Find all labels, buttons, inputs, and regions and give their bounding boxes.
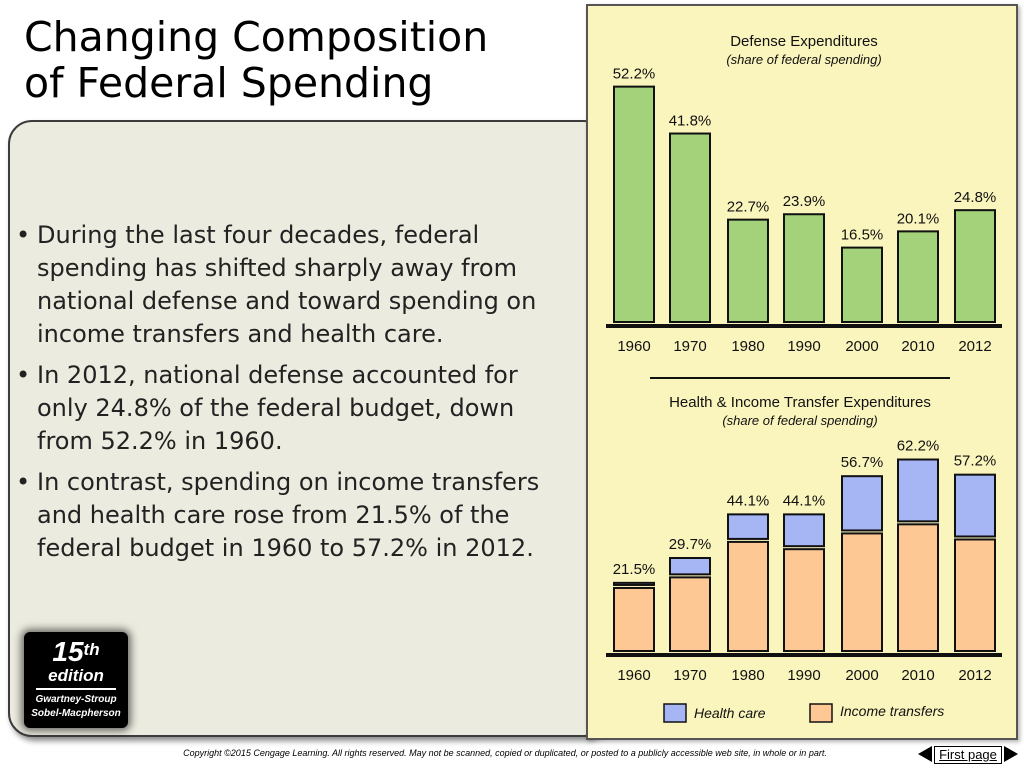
defense-value-label: 16.5%	[841, 227, 884, 244]
legend-label-income-transfers: Income transfers	[840, 703, 944, 719]
edition-authors: Gwartney-Stroup Sobel-Macpherson	[24, 693, 128, 721]
slide-title-line-2: of Federal Spending	[24, 59, 434, 107]
defense-x-tick-label: 2012	[958, 338, 991, 355]
legend-label-health-care: Health care	[694, 705, 766, 721]
income-transfers-bar	[841, 532, 883, 653]
transfer-total-label: 21.5%	[613, 561, 656, 578]
transfer-total-label: 56.7%	[841, 454, 884, 471]
defense-bar	[783, 213, 825, 323]
health-care-bar	[613, 581, 655, 586]
health-care-bar	[783, 513, 825, 548]
edition-number-value: 15	[52, 636, 84, 667]
edition-badge: 15th edition Gwartney-Stroup Sobel-Macph…	[24, 632, 128, 728]
transfer-total-label: 57.2%	[954, 453, 997, 470]
defense-bar	[613, 85, 655, 323]
income-transfers-bar	[669, 576, 711, 653]
defense-bar	[897, 230, 939, 324]
health-care-bar	[954, 473, 996, 538]
triangle-right-icon[interactable]	[1004, 746, 1018, 762]
legend-swatch-income-transfers	[809, 703, 833, 723]
legend-swatch-health-care	[663, 703, 687, 723]
bullet-item: During the last four decades, federal sp…	[16, 219, 576, 351]
defense-x-tick-label: 1970	[673, 338, 706, 355]
first-page-link[interactable]: First page	[934, 746, 1002, 764]
income-transfers-bar	[783, 548, 825, 653]
defense-value-label: 20.1%	[897, 210, 940, 227]
transfer-x-tick-label: 2000	[845, 667, 878, 684]
transfer-x-tick-label: 2010	[901, 667, 934, 684]
defense-x-tick-label: 1990	[787, 338, 820, 355]
slide-title-line-1: Changing Composition	[24, 13, 489, 61]
edition-word: edition	[48, 666, 104, 685]
defense-bar	[841, 246, 883, 324]
chart-panel: Defense Expenditures (share of federal sp…	[586, 4, 1018, 740]
health-care-bar	[897, 458, 939, 523]
defense-bar	[954, 209, 996, 323]
transfer-x-tick-label: 1970	[673, 667, 706, 684]
defense-bar	[669, 132, 711, 323]
transfer-total-label: 62.2%	[897, 438, 940, 455]
income-transfers-bar	[613, 586, 655, 653]
edition-divider	[36, 688, 116, 690]
health-care-bar	[669, 557, 711, 576]
income-transfers-bar	[727, 540, 769, 653]
defense-x-tick-label: 2000	[845, 338, 878, 355]
defense-value-label: 52.2%	[613, 66, 656, 83]
transfer-chart-title: Health & Income Transfer Expenditures	[669, 394, 931, 411]
income-transfers-bar	[954, 538, 996, 653]
defense-value-label: 23.9%	[783, 193, 826, 210]
defense-chart-subtitle: (share of federal spending)	[726, 52, 881, 67]
transfer-total-label: 44.1%	[783, 492, 826, 509]
transfer-x-tick-label: 1990	[787, 667, 820, 684]
health-care-bar	[727, 513, 769, 540]
defense-bar	[727, 218, 769, 323]
transfer-total-label: 29.7%	[669, 536, 712, 553]
edition-authors-line-2: Sobel-Macpherson	[31, 708, 121, 719]
health-care-bar	[841, 475, 883, 532]
copyright-notice: Copyright ©2015 Cengage Learning. All ri…	[183, 748, 827, 758]
charts-svg: Defense Expenditures (share of federal sp…	[606, 33, 1002, 723]
edition-authors-line-1: Gwartney-Stroup	[35, 694, 117, 705]
transfer-x-tick-label: 2012	[958, 667, 991, 684]
defense-value-label: 24.8%	[954, 189, 997, 206]
triangle-left-icon[interactable]	[918, 746, 932, 762]
transfer-total-label: 44.1%	[727, 492, 770, 509]
edition-number: 15th	[24, 636, 128, 668]
edition-number-suffix: th	[83, 640, 100, 659]
transfer-x-tick-label: 1960	[617, 667, 650, 684]
defense-x-tick-label: 1960	[617, 338, 650, 355]
bullet-list: During the last four decades, federal sp…	[16, 219, 576, 573]
defense-value-label: 22.7%	[727, 199, 770, 216]
defense-chart-title: Defense Expenditures	[730, 33, 878, 50]
defense-x-tick-label: 2010	[901, 338, 934, 355]
income-transfers-bar	[897, 523, 939, 652]
slide-title: Changing Composition of Federal Spending	[24, 14, 584, 106]
transfer-x-tick-label: 1980	[731, 667, 764, 684]
bullet-item: In 2012, national defense accounted for …	[16, 359, 576, 458]
defense-x-tick-label: 1980	[731, 338, 764, 355]
defense-value-label: 41.8%	[669, 113, 712, 130]
transfer-chart-subtitle: (share of federal spending)	[722, 413, 877, 428]
bullet-item: In contrast, spending on income transfer…	[16, 466, 576, 565]
